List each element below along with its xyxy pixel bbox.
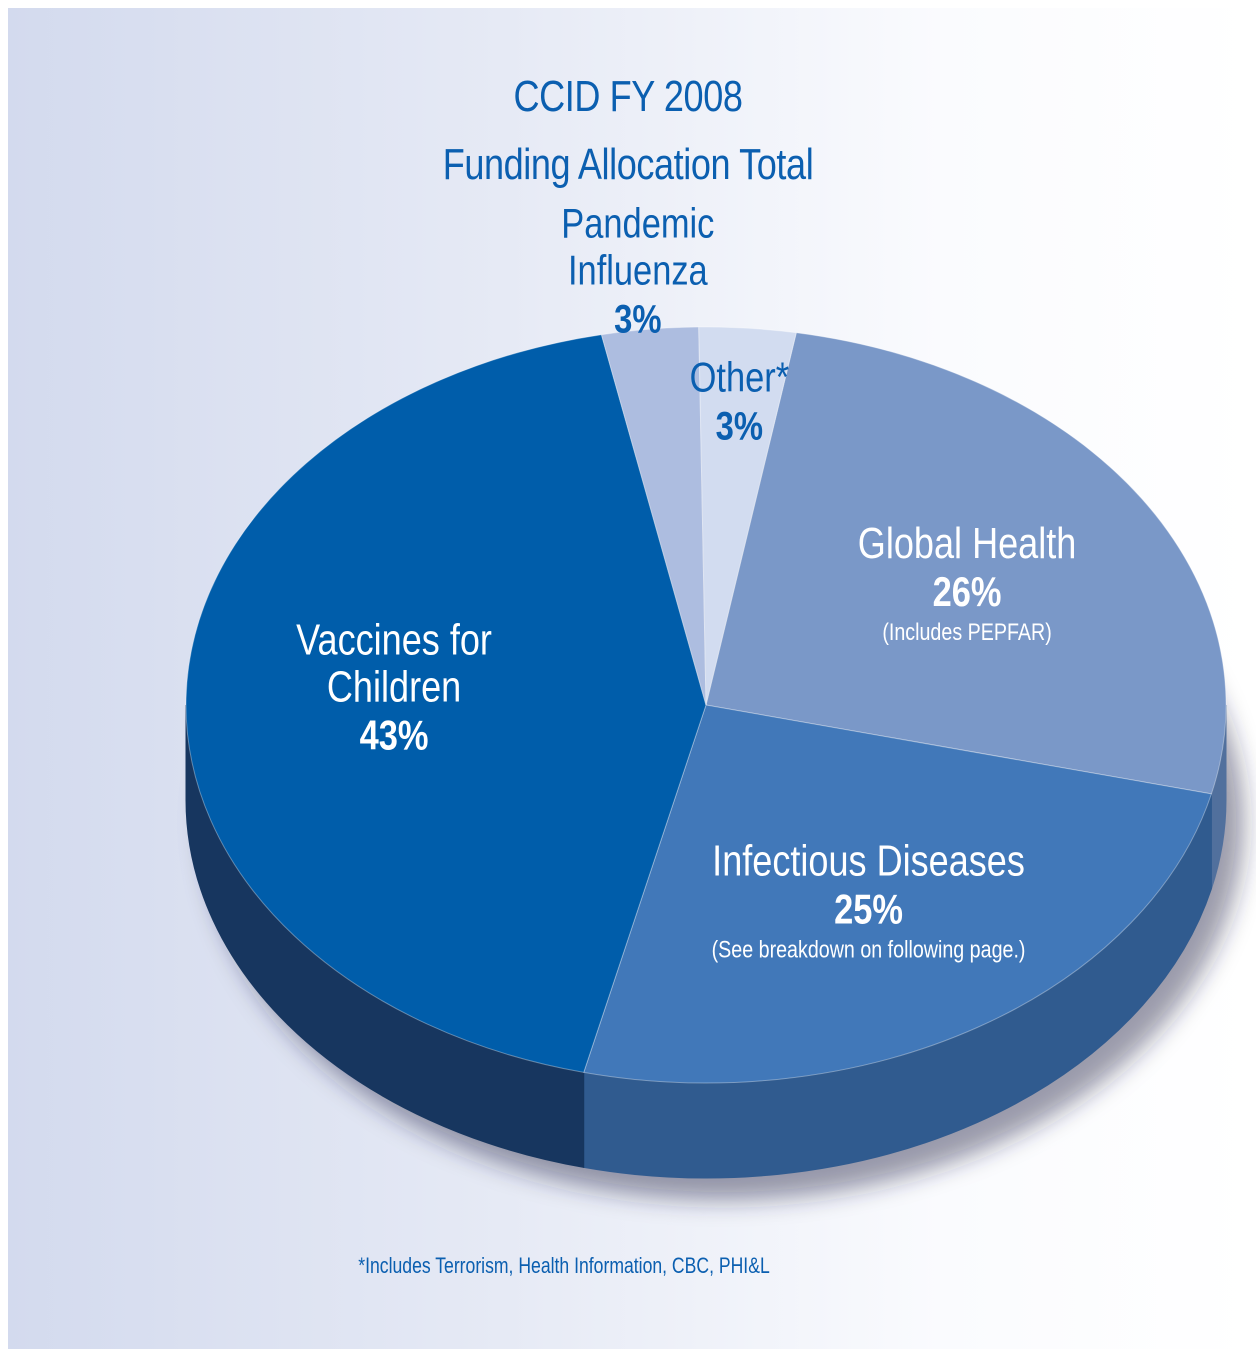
chart-footnote: *Includes Terrorism, Health Information,… bbox=[358, 1253, 770, 1278]
slice-note-infectious-diseases: (See breakdown on following page.) bbox=[712, 936, 1026, 963]
pie-slice-infectious-diseases bbox=[583, 704, 1213, 1084]
slice-value-infectious-diseases: 25% bbox=[834, 886, 903, 933]
slice-label-pandemic-influenza-line-2: Influenza bbox=[568, 248, 708, 295]
chart-title-line-1: CCID FY 2008 bbox=[513, 72, 743, 121]
slice-label-other: Other* bbox=[690, 354, 790, 401]
pie-slice-global-health bbox=[705, 332, 1227, 795]
slice-label-vaccines-for-children-line-2: Children bbox=[327, 662, 461, 711]
slice-label-pandemic-influenza-line-1: Pandemic bbox=[561, 201, 714, 248]
slice-value-global-health: 26% bbox=[933, 569, 1002, 616]
slice-label-infectious-diseases: Infectious Diseases bbox=[712, 836, 1025, 885]
slice-value-vaccines-for-children: 43% bbox=[360, 712, 429, 759]
slice-label-global-health: Global Health bbox=[858, 518, 1077, 567]
pie-slice-vaccines-for-children bbox=[185, 334, 707, 1073]
slice-label-vaccines-for-children-line-1: Vaccines for bbox=[296, 615, 492, 664]
chart-title-line-2: Funding Allocation Total bbox=[442, 140, 814, 189]
slice-value-other: 3% bbox=[716, 403, 763, 448]
pie-slice-other bbox=[698, 326, 797, 706]
slice-note-global-health: (Includes PEPFAR) bbox=[882, 618, 1051, 645]
pie-slice-pandemic-influenza bbox=[600, 326, 707, 706]
slice-value-pandemic-influenza: 3% bbox=[614, 297, 661, 342]
